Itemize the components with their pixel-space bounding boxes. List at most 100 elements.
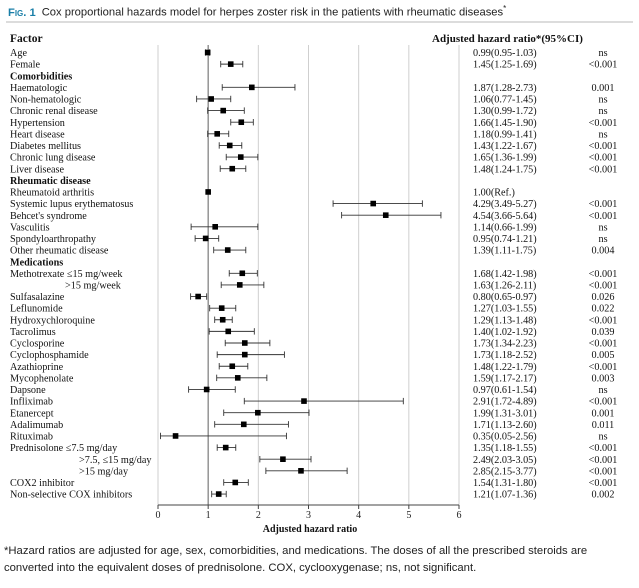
p-value: <0.001: [589, 153, 618, 164]
x-tick-label: 5: [406, 510, 411, 521]
hr-point: [218, 305, 225, 311]
hr-point: [204, 49, 211, 56]
hr-point: [212, 224, 218, 230]
footnote: *Hazard ratios are adjusted for age, sex…: [4, 545, 588, 574]
hr-point: [237, 154, 244, 160]
p-value: <0.001: [589, 60, 618, 71]
hr-ci-value: 0.35(0.05-2.56): [473, 432, 537, 443]
p-value: <0.001: [589, 141, 618, 152]
factor-label: Diabetes mellitus: [10, 141, 81, 152]
hr-ci-value: 1.99(1.31-3.01): [473, 408, 537, 419]
hr-ci-value: 1.43(1.22-1.67): [473, 141, 537, 152]
p-value: 0.039: [592, 327, 615, 338]
hr-ci-value: 1.73(1.34-2.23): [473, 339, 537, 350]
hr-point: [301, 398, 307, 404]
hr-point: [241, 351, 248, 358]
row-labels: AgeFemaleComorbiditiesHaematologicNon-he…: [10, 48, 152, 501]
factor-label: Tacrolimus: [10, 327, 56, 338]
hr-point: [195, 293, 201, 300]
p-value: 0.026: [592, 292, 615, 303]
hr-point: [219, 316, 226, 323]
hr-ci-value: 1.40(1.02-1.92): [473, 327, 537, 338]
hr-ci-value: 1.06(0.77-1.45): [473, 95, 537, 106]
p-value: <0.001: [589, 339, 618, 350]
p-value: ns: [598, 106, 607, 117]
figure-caption: Fig. 1 Cox proportional hazards model for…: [8, 4, 633, 19]
factor-label: Heart disease: [10, 129, 65, 140]
factor-label: Methotrexate ≤15 mg/week: [10, 269, 123, 280]
x-tick-label: 2: [256, 510, 261, 521]
factor-label: Other rheumatic disease: [10, 246, 109, 257]
p-value: <0.001: [589, 443, 618, 454]
hr-ci-value: 1.30(0.99-1.72): [473, 106, 537, 117]
hr-ci-value: 1.00(Ref.): [473, 188, 515, 199]
x-axis: 0 1 2 3 4 5 6: [156, 504, 462, 521]
factor-label: Chronic renal disease: [10, 106, 98, 117]
hr-ci-value: 1.65(1.36-1.99): [473, 153, 537, 164]
factor-label: Cyclosporine: [10, 339, 65, 350]
p-value: <0.001: [589, 478, 618, 489]
hr-point: [220, 107, 227, 114]
p-value: 0.011: [592, 420, 615, 431]
factor-label: Etanercept: [10, 408, 54, 419]
hr-header: Adjusted hazard ratio*(95%CI): [432, 33, 583, 45]
factor-label: Rituximab: [10, 432, 53, 443]
hr-point: [229, 363, 236, 370]
figure-title-mark: *: [503, 4, 507, 13]
hr-ci-value: 1.29(1.13-1.48): [473, 315, 537, 326]
p-value: 0.005: [592, 350, 615, 361]
p-value: ns: [598, 234, 607, 245]
p-value: 0.001: [592, 408, 615, 419]
factor-label: >15 mg/week: [65, 281, 122, 292]
p-value: 0.002: [592, 490, 615, 501]
hr-ci-value: 1.73(1.18-2.52): [473, 350, 537, 361]
p-value: ns: [598, 95, 607, 106]
hr-point: [236, 282, 243, 288]
p-value: <0.001: [589, 164, 618, 175]
hr-ci-value: 1.48(1.24-1.75): [473, 164, 537, 175]
hr-point: [370, 200, 377, 207]
hr-ci-value: 2.85(2.15-3.77): [473, 466, 537, 477]
p-value: <0.001: [589, 199, 618, 210]
hr-ci-value: 0.99(0.95-1.03): [473, 48, 537, 59]
p-value: 0.003: [592, 373, 615, 384]
p-value: ns: [598, 432, 607, 443]
x-tick-label: 6: [457, 510, 462, 521]
factor-label: Non-selective COX inhibitors: [10, 490, 132, 501]
hr-point: [214, 131, 220, 137]
hr-ci-value: 0.80(0.65-0.97): [473, 292, 537, 303]
hr-point: [240, 421, 247, 428]
hr-ci-value: 1.48(1.22-1.79): [473, 362, 537, 373]
factor-label: Systemic lupus erythematosus: [10, 199, 133, 210]
x-tick-label: 4: [356, 510, 361, 521]
data-marks: [160, 49, 442, 498]
factor-label: Non-hematologic: [10, 95, 82, 106]
factor-label: Behcet's syndrome: [10, 211, 87, 222]
hr-point: [280, 456, 286, 462]
p-values: ns<0.0010.001nsns<0.001ns<0.001<0.001<0.…: [589, 48, 618, 501]
factor-label: Dapsone: [10, 385, 46, 396]
p-value: <0.001: [589, 455, 618, 466]
hr-point: [226, 142, 233, 149]
factor-label: Spondyloarthropathy: [10, 234, 97, 245]
p-value: ns: [598, 48, 607, 59]
hr-point: [203, 386, 210, 393]
factor-label: Cyclophosphamide: [10, 350, 89, 361]
p-value: <0.001: [589, 281, 618, 292]
hr-ci-value: 4.54(3.66-5.64): [473, 211, 537, 222]
hr-ci-value: 4.29(3.49-5.27): [473, 199, 537, 210]
factor-label: Adalimumab: [10, 420, 63, 431]
x-tick-label: 3: [306, 510, 311, 521]
hr-ci-value: 1.35(1.18-1.55): [473, 443, 537, 454]
hr-point: [234, 375, 241, 381]
p-value: ns: [598, 222, 607, 233]
factor-label: >7.5, ≤15 mg/day: [79, 455, 152, 466]
hr-point: [172, 433, 179, 439]
factor-label: Female: [10, 60, 40, 71]
p-value: <0.001: [589, 397, 618, 408]
hr-ci-value: 1.54(1.31-1.80): [473, 478, 537, 489]
hr-ci-value: 1.39(1.11-1.75): [473, 246, 536, 257]
factor-label: Prednisolone ≤7.5 mg/day: [10, 443, 118, 454]
factor-label: Rheumatoid arthritis: [10, 188, 94, 199]
hr-ci-value: 1.21(1.07-1.36): [473, 490, 537, 501]
